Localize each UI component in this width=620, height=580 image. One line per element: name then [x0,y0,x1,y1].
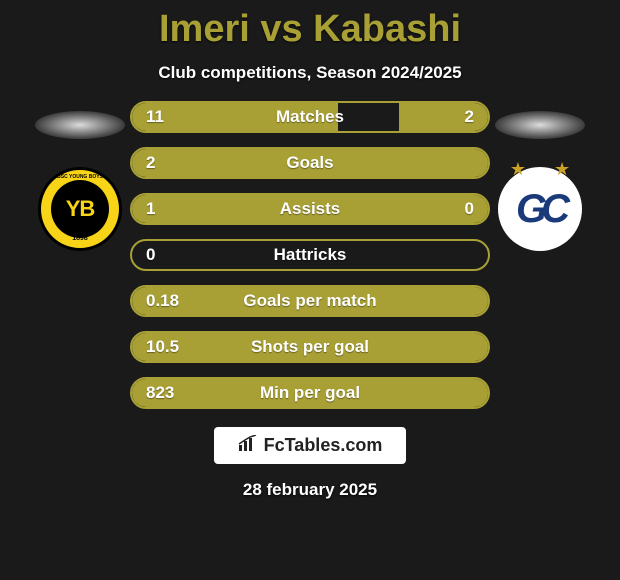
stat-value-right: 2 [465,107,474,127]
left-team-col: BSC YOUNG BOYS YB 1898 [30,101,130,251]
stat-label: Goals [286,153,333,173]
stat-value-left: 0.18 [146,291,179,311]
attribution-text: FcTables.com [264,435,383,456]
stat-bar: 0 Hattricks [130,239,490,271]
star-icon: ★ [510,159,526,180]
gc-stars: ★ ★ [510,159,570,180]
stat-value-left: 2 [146,153,155,173]
stat-value-left: 1 [146,199,155,219]
stat-label: Goals per match [243,291,376,311]
left-team-badge: BSC YOUNG BOYS YB 1898 [38,167,122,251]
stat-bar: 823 Min per goal [130,377,490,409]
right-team-col: ★ ★ GC [490,101,590,251]
stat-label: Matches [276,107,344,127]
subtitle: Club competitions, Season 2024/2025 [158,63,461,83]
stat-bar: 0.18 Goals per match [130,285,490,317]
stat-bar: 2 Goals [130,147,490,179]
stat-value-left: 0 [146,245,155,265]
stat-label: Min per goal [260,383,360,403]
stat-label: Shots per goal [251,337,369,357]
stat-label: Hattricks [274,245,347,265]
yb-badge-inner: YB [51,180,109,238]
stat-bars: 11 Matches 2 2 Goals 1 Assists 0 0 Hattricks 0.18 G… [130,101,490,409]
right-team-badge: ★ ★ GC [498,167,582,251]
stat-bar: 10.5 Shots per goal [130,331,490,363]
comparison-panel: BSC YOUNG BOYS YB 1898 11Matches22Goals1… [0,101,620,409]
star-icon: ★ [554,159,570,180]
right-highlight-ellipse [495,111,585,139]
stat-value-right: 0 [465,199,474,219]
chart-icon [238,435,258,456]
stat-bar: 1 Assists 0 [130,193,490,225]
yb-badge-top-text: BSC YOUNG BOYS [57,174,103,180]
page-title: Imeri vs Kabashi [159,8,461,51]
stat-label: Assists [280,199,340,219]
stat-bar: 11 Matches 2 [130,101,490,133]
bar-fill-right [399,103,488,131]
yb-badge-year: 1898 [72,235,88,242]
date-text: 28 february 2025 [243,480,377,500]
stat-value-left: 823 [146,383,174,403]
left-highlight-ellipse [35,111,125,139]
attribution-badge: FcTables.com [214,427,407,464]
gc-badge-text: GC [516,187,564,232]
stat-value-left: 10.5 [146,337,179,357]
stat-value-left: 11 [146,107,164,127]
